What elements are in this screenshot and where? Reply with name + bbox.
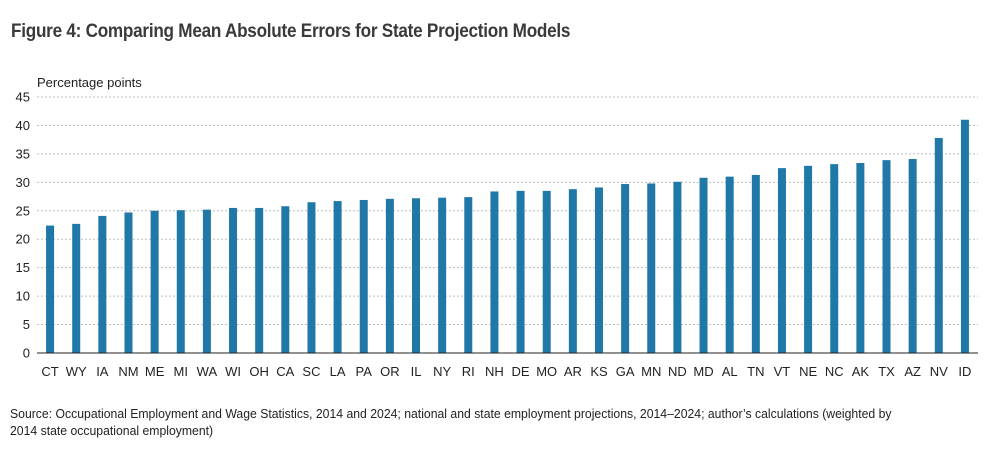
bar-ca <box>281 206 290 353</box>
y-tick-label: 30 <box>16 175 30 190</box>
x-tick-label: CT <box>41 364 58 379</box>
bar-wy <box>72 223 81 353</box>
y-tick-label: 15 <box>16 260 30 275</box>
x-axis-ticks: CT WY IA NM ME MI WA WI OH CA SC LA PA OR IL NY RI NH DE MO… <box>41 364 971 379</box>
x-tick-label: MN <box>641 364 661 379</box>
x-tick-label: MD <box>693 364 713 379</box>
bar-id <box>960 119 969 353</box>
bar-mn <box>647 183 656 353</box>
bar-al <box>725 176 734 353</box>
y-tick-label: 45 <box>16 90 30 105</box>
x-tick-label: MO <box>536 364 557 379</box>
x-tick-label: VT <box>774 364 791 379</box>
x-tick-label: SC <box>302 364 320 379</box>
x-tick-label: RI <box>462 364 475 379</box>
bar-or <box>385 198 394 353</box>
bar-il <box>412 198 421 353</box>
y-tick-label: 0 <box>23 346 30 361</box>
bar-de <box>516 190 525 353</box>
source-note: Source: Occupational Employment and Wage… <box>10 406 892 438</box>
bar-nh <box>490 191 499 353</box>
y-axis-label: Percentage points <box>37 75 142 90</box>
bar-ne <box>804 165 813 353</box>
y-tick-label: 20 <box>16 232 30 247</box>
y-tick-label: 35 <box>16 146 30 161</box>
bar-wi <box>229 207 238 353</box>
x-tick-label: NC <box>825 364 844 379</box>
x-tick-label: ND <box>668 364 687 379</box>
y-tick-label: 40 <box>16 118 30 133</box>
bar-pa <box>359 199 368 353</box>
y-tick-label: 10 <box>16 289 30 304</box>
x-tick-label: CA <box>276 364 294 379</box>
bar-sc <box>307 202 316 353</box>
chart-title: Figure 4: Comparing Mean Absolute Errors… <box>11 20 571 42</box>
bar-nv <box>934 137 943 353</box>
bar-tn <box>751 174 760 353</box>
x-tick-label: OR <box>380 364 400 379</box>
y-tick-label: 25 <box>16 203 30 218</box>
x-tick-label: TX <box>878 364 895 379</box>
bar-ks <box>594 187 603 353</box>
x-tick-label: AZ <box>904 364 921 379</box>
bar-vt <box>777 168 786 353</box>
bar-md <box>699 177 708 353</box>
x-tick-label: NE <box>799 364 817 379</box>
x-tick-label: WI <box>225 364 241 379</box>
bar-nd <box>673 181 682 353</box>
bar-ak <box>856 162 865 353</box>
bar-ny <box>438 197 447 353</box>
bar-mo <box>542 190 551 353</box>
bar-la <box>333 201 342 353</box>
x-tick-label: GA <box>616 364 635 379</box>
x-tick-label: IL <box>411 364 422 379</box>
x-tick-label: OH <box>249 364 269 379</box>
bar-ct <box>46 225 55 353</box>
x-tick-label: KS <box>590 364 608 379</box>
x-tick-label: ID <box>958 364 971 379</box>
x-tick-label: WY <box>66 364 87 379</box>
x-tick-label: MI <box>174 364 188 379</box>
bar-oh <box>255 207 264 353</box>
bars <box>46 119 969 353</box>
y-axis-ticks: 0 5 10 15 20 25 30 35 40 45 <box>16 90 30 361</box>
bar-ga <box>621 184 630 353</box>
bar-wa <box>202 209 211 353</box>
bar-me <box>150 210 159 353</box>
bar-az <box>908 159 917 353</box>
bar-ar <box>568 189 577 353</box>
x-tick-label: AL <box>722 364 738 379</box>
bar-nc <box>830 164 839 353</box>
gridlines <box>37 96 978 326</box>
x-tick-label: AK <box>852 364 870 379</box>
x-tick-label: ME <box>145 364 165 379</box>
bar-nm <box>124 212 133 353</box>
x-tick-label: TN <box>747 364 764 379</box>
bar-ri <box>464 197 473 353</box>
x-tick-label: IA <box>96 364 109 379</box>
x-tick-label: WA <box>197 364 218 379</box>
x-tick-label: DE <box>512 364 530 379</box>
x-tick-label: NH <box>485 364 504 379</box>
y-tick-label: 5 <box>23 317 30 332</box>
x-tick-label: PA <box>356 364 373 379</box>
x-tick-label: NV <box>930 364 948 379</box>
bar-ia <box>98 215 107 353</box>
bar-chart: Percentage points 0 5 10 15 20 25 30 35 40 45 CT W… <box>16 75 978 379</box>
x-tick-label: LA <box>330 364 346 379</box>
x-tick-label: AR <box>564 364 582 379</box>
bar-mi <box>176 210 185 353</box>
bar-tx <box>882 160 891 353</box>
x-tick-label: NY <box>433 364 451 379</box>
x-tick-label: NM <box>118 364 138 379</box>
